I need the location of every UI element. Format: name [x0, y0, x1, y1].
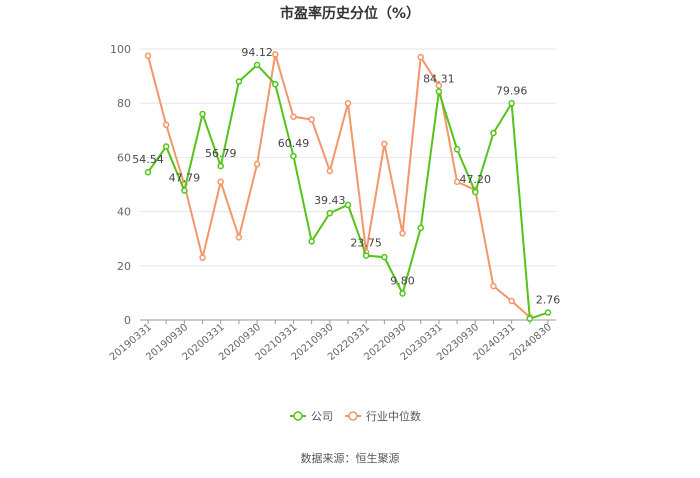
- y-tick-label: 80: [117, 97, 131, 110]
- data-point: [235, 78, 243, 85]
- data-point: [526, 315, 534, 322]
- data-point: [344, 201, 352, 209]
- data-point: [144, 52, 152, 60]
- y-tick-label: 0: [124, 314, 131, 327]
- data-label: 56.79: [205, 147, 237, 160]
- data-label: 79.96: [496, 84, 528, 97]
- data-point: [217, 178, 224, 186]
- data-label: 54.54: [132, 153, 164, 166]
- data-point: [253, 160, 261, 168]
- data-point: [508, 297, 515, 305]
- data-point: [199, 110, 206, 118]
- data-point: [381, 253, 388, 261]
- data-point: [399, 230, 406, 237]
- chart-title: 市盈率历史分位（%）: [280, 5, 420, 22]
- data-point: [326, 209, 334, 217]
- data-point: [199, 254, 206, 261]
- data-point: [381, 140, 388, 148]
- data-point: [472, 188, 479, 196]
- data-point: [272, 80, 279, 88]
- data-point: [544, 309, 552, 316]
- data-label: 94.12: [241, 46, 273, 59]
- data-point: [162, 143, 170, 150]
- data-label: 60.49: [278, 137, 310, 150]
- data-point: [399, 290, 406, 297]
- data-point: [144, 168, 152, 176]
- data-point: [344, 99, 352, 107]
- data-label: 9.80: [390, 274, 415, 287]
- data-point: [181, 187, 188, 194]
- y-tick-label: 40: [117, 206, 131, 219]
- y-tick-label: 20: [117, 260, 131, 273]
- data-point: [290, 113, 297, 120]
- data-point: [290, 152, 297, 160]
- data-label: 2.76: [536, 294, 561, 307]
- data-point: [435, 82, 443, 89]
- data-point: [272, 51, 279, 58]
- data-label: 84.31: [423, 73, 455, 86]
- series-line-1: [147, 53, 531, 319]
- data-point: [435, 88, 443, 95]
- legend-swatch-marker: [293, 411, 303, 421]
- data-point: [453, 146, 461, 153]
- y-tick-label: 60: [117, 151, 131, 164]
- data-point: [326, 167, 334, 175]
- data-point: [308, 116, 315, 123]
- legend-swatch-marker: [348, 411, 358, 421]
- data-point: [490, 282, 497, 290]
- data-point: [417, 224, 424, 232]
- data-label: 47.79: [169, 171, 201, 184]
- data-label: 47.20: [460, 173, 492, 186]
- data-point: [217, 162, 224, 170]
- data-point: [308, 238, 315, 245]
- data-point: [490, 129, 497, 137]
- data-point: [362, 252, 370, 259]
- data-point: [417, 53, 424, 61]
- data-point: [453, 178, 461, 186]
- data-label: 39.43: [314, 194, 346, 207]
- legend-label: 行业中位数: [366, 409, 421, 423]
- source-note: 数据来源：恒生聚源: [301, 451, 400, 465]
- data-point: [235, 234, 243, 241]
- data-point: [162, 121, 170, 129]
- data-point: [508, 100, 515, 107]
- y-tick-label: 100: [110, 43, 131, 56]
- legend-label: 公司: [311, 410, 333, 423]
- data-label: 23.75: [350, 237, 382, 250]
- data-point: [253, 61, 261, 69]
